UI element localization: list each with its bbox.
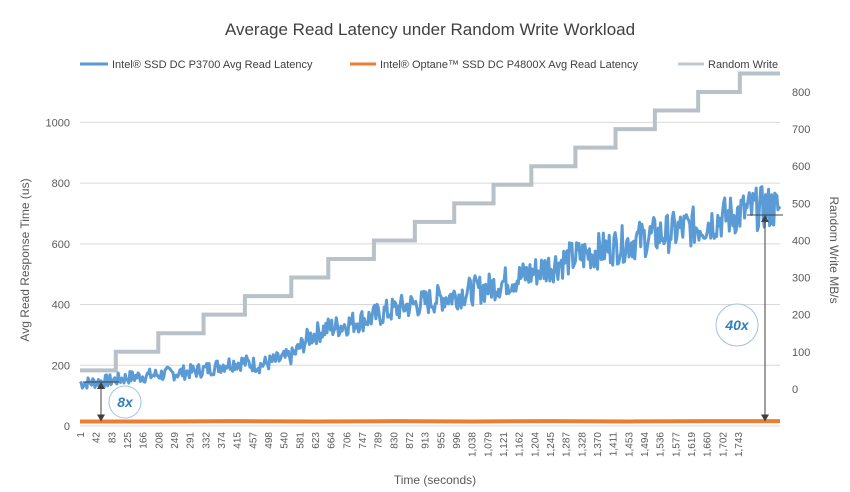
annotation-label: 40x [724,317,750,333]
y2-tick-label: 600 [792,161,810,173]
x-tick-label: 1,079 [483,432,494,457]
x-tick-label: 789 [374,432,385,449]
y2-tick-label: 0 [792,384,798,396]
legend: Intel® SSD DC P3700 Avg Read Latency Int… [80,59,778,71]
y-axis-title: Avg Read Response Time (us) [18,178,32,341]
x-tick-label: 1,660 [703,432,714,457]
x-tick-label: 623 [311,432,322,449]
series-line-p3700 [80,187,780,388]
x-tick-label: 955 [436,432,447,449]
x-tick-label: 166 [139,432,150,449]
x-tick-label: 83 [107,432,118,444]
y-tick-label: 600 [52,239,70,251]
x-tick-label: 249 [170,432,181,449]
x-tick-label: 1,370 [593,432,604,457]
series-lines [80,73,780,421]
annotations: 8x 40x [83,215,783,421]
legend-label-random-write: Random Write [708,59,778,71]
y-tick-label: 1000 [46,117,70,129]
x-tick-label: 1,702 [718,432,729,457]
x-tick-label: 1,494 [640,432,651,457]
x-tick-label: 1,204 [530,432,541,457]
chart-title: Average Read Latency under Random Write … [225,20,635,39]
y2-axis-ticks: 0 100 200 300 400 500 600 700 800 [792,87,810,396]
y2-axis-title: Random Write MB/s [827,196,841,303]
x-tick-label: 1 [76,432,87,438]
x-tick-label: 581 [295,432,306,449]
x-tick-label: 1,536 [656,432,667,457]
x-tick-label: 1,038 [468,432,479,457]
x-tick-label: 706 [342,432,353,449]
x-tick-label: 1,245 [546,432,557,457]
x-tick-label: 1,328 [577,432,588,457]
x-tick-label: 872 [405,432,416,449]
y-axis-ticks: 0 200 400 600 800 1000 [46,117,70,433]
x-tick-label: 830 [389,432,400,449]
x-tick-label: 498 [264,432,275,449]
x-tick-label: 1,162 [515,432,526,457]
x-tick-label: 42 [92,432,103,444]
annotation-label: 8x [117,394,134,410]
x-tick-label: 1,411 [609,432,620,457]
x-tick-label: 664 [327,432,338,449]
x-tick-label: 1,743 [734,432,745,457]
x-axis-title: Time (seconds) [394,473,476,487]
x-tick-label: 208 [154,432,165,449]
y-tick-label: 800 [52,178,70,190]
y2-tick-label: 300 [792,273,810,285]
y2-tick-label: 800 [792,87,810,99]
x-axis-ticks: 1 42 83 125 166 208 249 291 332 374 415 457 498 540 58… [76,432,745,457]
x-tick-label: 913 [421,432,432,449]
y-tick-label: 200 [52,360,70,372]
y2-tick-label: 400 [792,235,810,247]
legend-label-p4800x: Intel® Optane™ SSD DC P4800X Avg Read La… [380,59,638,71]
x-tick-label: 374 [217,432,228,449]
x-tick-label: 1,287 [562,432,573,457]
x-tick-label: 996 [452,432,463,449]
y2-tick-label: 200 [792,310,810,322]
y2-tick-label: 700 [792,124,810,136]
x-tick-label: 747 [358,432,369,449]
y2-tick-label: 100 [792,347,810,359]
x-tick-label: 1,121 [499,432,510,457]
x-tick-label: 125 [123,432,134,449]
y-tick-label: 0 [64,421,70,433]
x-tick-label: 457 [248,432,259,449]
x-tick-label: 1,453 [624,432,635,457]
legend-label-p3700: Intel® SSD DC P3700 Avg Read Latency [112,59,313,71]
x-tick-label: 1,577 [671,432,682,457]
x-tick-label: 332 [201,432,212,449]
y-tick-label: 400 [52,300,70,312]
y2-tick-label: 500 [792,198,810,210]
x-tick-label: 540 [280,432,291,449]
x-tick-label: 291 [186,432,197,449]
x-tick-label: 415 [233,432,244,449]
x-tick-label: 1,619 [687,432,698,457]
